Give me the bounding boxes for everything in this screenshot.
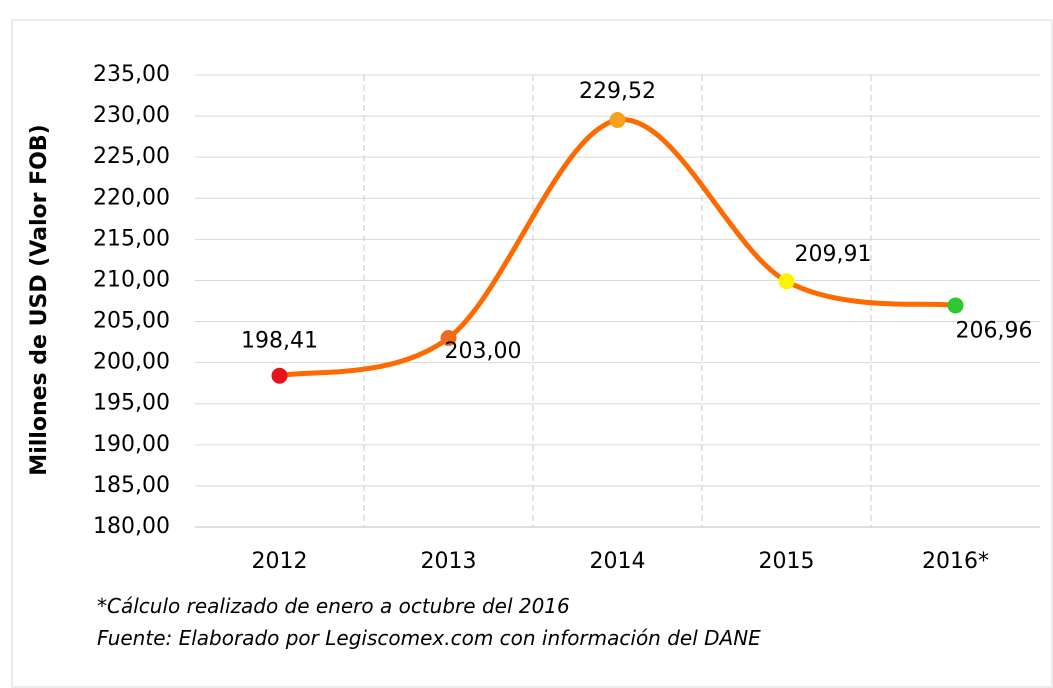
data-label: 229,52 [579,79,656,104]
y-tick-label: 220,00 [93,185,170,210]
y-tick-label: 225,00 [93,144,170,169]
y-tick-label: 190,00 [93,432,170,457]
y-tick-label: 230,00 [93,103,170,128]
data-label: 209,91 [795,242,872,267]
data-label: 203,00 [445,339,522,364]
y-tick-label: 180,00 [93,514,170,539]
data-label: 198,41 [241,329,318,354]
y-axis-title: Millones de USD (Valor FOB) [27,124,52,475]
data-point [609,112,626,129]
note: *Cálculo realizado de enero a octubre de… [97,594,570,618]
data-point [271,367,288,384]
x-tick-label: 2012 [252,549,308,574]
y-tick-label: 235,00 [93,62,170,87]
data-point [778,273,795,290]
data-label: 206,96 [956,318,1033,343]
x-tick-label: 2015 [759,549,815,574]
y-tick-label: 185,00 [93,473,170,498]
x-tick-label: 2016* [922,549,989,574]
data-point [947,297,964,314]
y-tick-label: 205,00 [93,309,170,334]
x-tick-label: 2014 [590,549,646,574]
y-tick-label: 210,00 [93,267,170,292]
y-tick-label: 195,00 [93,391,170,416]
data-point [440,329,457,346]
y-tick-label: 215,00 [93,226,170,251]
y-tick-label: 200,00 [93,350,170,375]
chart-frame [11,19,1053,688]
note: Fuente: Elaborado por Legiscomex.com con… [97,626,761,650]
x-tick-label: 2013 [421,549,477,574]
